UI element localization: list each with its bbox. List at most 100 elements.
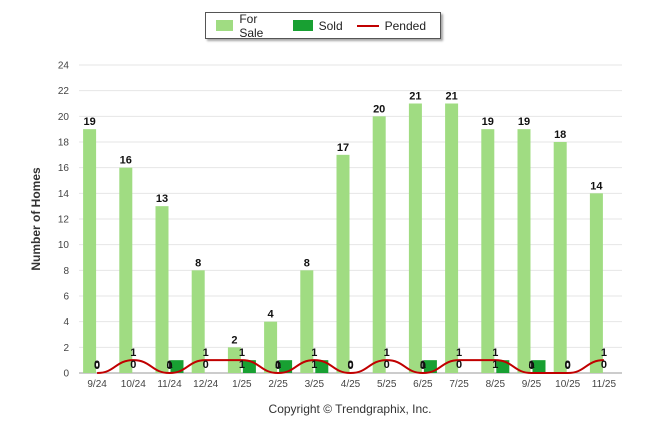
bar-for-sale — [481, 129, 495, 373]
y-tick-label: 24 — [58, 61, 70, 72]
data-label-sold: 0 — [130, 359, 136, 371]
data-label-sold: 1 — [420, 359, 426, 371]
data-label-pended: 0 — [94, 360, 100, 372]
bar-for-sale — [83, 129, 97, 373]
y-tick-label: 20 — [58, 112, 70, 123]
y-tick-label: 18 — [58, 138, 70, 149]
data-label-sold: 1 — [528, 359, 534, 371]
data-label-for-sale: 2 — [231, 334, 237, 346]
sold-swatch — [292, 20, 313, 31]
data-label-for-sale: 14 — [590, 180, 603, 192]
data-label-sold: 0 — [347, 359, 353, 371]
data-label-pended: 0 — [347, 360, 353, 372]
bar-for-sale — [336, 154, 350, 373]
data-label-for-sale: 18 — [554, 129, 566, 141]
y-tick-label: 16 — [58, 163, 70, 174]
bar-sold — [170, 360, 184, 373]
y-tick-label: 6 — [63, 292, 69, 303]
data-label-for-sale: 19 — [518, 116, 530, 128]
data-label-pended: 0 — [565, 360, 571, 372]
bar-for-sale — [445, 103, 459, 373]
bar-for-sale — [155, 206, 169, 373]
data-label-for-sale: 21 — [445, 91, 457, 103]
data-label-sold: 1 — [166, 359, 172, 371]
x-tick-label: 11/25 — [592, 379, 617, 390]
data-label-for-sale: 4 — [268, 309, 275, 321]
bar-sold — [496, 360, 510, 373]
bar-for-sale — [119, 167, 133, 373]
legend-label-pended: Pended — [384, 18, 426, 33]
data-label-for-sale: 20 — [373, 103, 385, 115]
data-label-for-sale: 17 — [337, 142, 349, 154]
bar-sold — [279, 360, 293, 373]
x-tick-label: 11/24 — [157, 379, 182, 390]
data-label-sold: 0 — [203, 359, 209, 371]
data-label-sold: 0 — [601, 359, 607, 371]
data-label-for-sale: 19 — [482, 116, 494, 128]
bar-for-sale — [300, 270, 314, 373]
y-tick-label: 22 — [58, 86, 70, 97]
bar-for-sale — [372, 116, 386, 373]
bar-sold — [242, 360, 256, 373]
data-label-for-sale: 8 — [304, 257, 310, 269]
data-label-for-sale: 13 — [156, 193, 168, 205]
legend-item-pended[interactable]: Pended — [356, 18, 426, 33]
bar-for-sale — [408, 103, 422, 373]
x-tick-label: 10/24 — [121, 379, 146, 390]
bar-for-sale — [191, 270, 205, 373]
x-tick-label: 12/24 — [193, 379, 218, 390]
data-label-sold: 0 — [565, 359, 571, 371]
x-tick-label: 9/24 — [87, 379, 107, 390]
y-tick-label: 4 — [63, 317, 69, 328]
x-tick-label: 7/25 — [449, 379, 469, 390]
data-label-pended: 0 — [275, 360, 281, 372]
data-label-pended: 1 — [384, 347, 390, 359]
pended-swatch — [356, 24, 379, 27]
x-tick-label: 4/25 — [341, 379, 361, 390]
bar-for-sale — [553, 142, 567, 373]
y-tick-label: 8 — [63, 266, 69, 277]
data-label-pended: 1 — [203, 347, 209, 359]
data-label-for-sale: 19 — [83, 116, 95, 128]
data-label-for-sale: 16 — [120, 155, 132, 167]
data-label-pended: 0 — [166, 360, 172, 372]
y-tick-label: 2 — [63, 343, 69, 354]
y-tick-label: 14 — [58, 189, 70, 200]
bar-sold — [423, 360, 437, 373]
data-label-sold: 0 — [384, 359, 390, 371]
x-tick-label: 9/25 — [522, 379, 542, 390]
bar-for-sale — [264, 321, 278, 373]
data-label-sold: 1 — [492, 359, 498, 371]
copyright-text: Copyright © Trendgraphix, Inc. — [268, 402, 432, 416]
data-label-for-sale: 21 — [409, 91, 421, 103]
bar-sold — [532, 360, 546, 373]
data-label-sold: 0 — [94, 359, 100, 371]
y-tick-label: 12 — [58, 215, 70, 226]
bar-for-sale — [589, 193, 603, 373]
data-label-pended: 1 — [492, 347, 498, 359]
data-label-pended: 1 — [130, 347, 136, 359]
y-tick-label: 0 — [63, 369, 69, 380]
data-label-for-sale: 8 — [195, 257, 201, 269]
x-tick-label: 8/25 — [486, 379, 506, 390]
data-label-sold: 1 — [275, 359, 281, 371]
legend-item-sold[interactable]: Sold — [292, 18, 343, 33]
legend-label-sold: Sold — [318, 18, 343, 33]
x-tick-label: 6/25 — [413, 379, 433, 390]
x-tick-label: 5/25 — [377, 379, 397, 390]
data-label-pended: 0 — [528, 360, 534, 372]
data-label-pended: 1 — [311, 347, 317, 359]
legend-label-for-sale: For Sale — [239, 11, 264, 40]
legend-item-for-sale[interactable]: For Sale — [216, 12, 279, 40]
data-label-pended: 1 — [601, 347, 607, 359]
bar-sold — [315, 360, 329, 373]
pended-line — [97, 359, 604, 375]
legend: For Sale Sold Pended — [205, 12, 441, 40]
x-tick-label: 1/25 — [232, 379, 252, 390]
y-tick-label: 10 — [58, 240, 70, 251]
x-tick-label: 10/25 — [555, 379, 580, 390]
data-label-pended: 1 — [456, 347, 462, 359]
data-label-sold: 0 — [456, 359, 462, 371]
data-label-sold: 1 — [239, 359, 245, 371]
